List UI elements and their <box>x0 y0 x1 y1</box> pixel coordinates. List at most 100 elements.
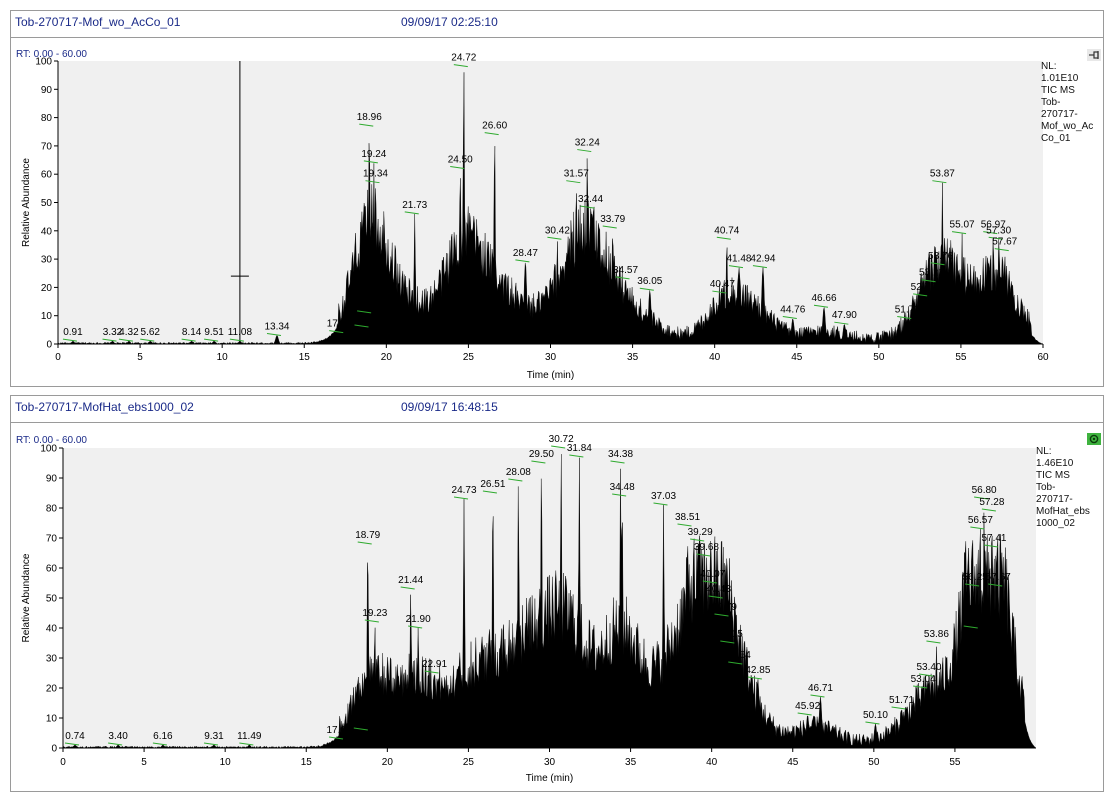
x-tick-label: 50 <box>868 757 880 768</box>
peak-label-tick <box>752 265 768 269</box>
x-tick-label: 15 <box>301 757 313 768</box>
chromatogram-panel: RT: 0.00 - 60.00 0 10 20 30 40 50 60 70 80 90 100 0… <box>10 38 1104 387</box>
peak-label-tick <box>353 727 368 731</box>
peak-label-tick <box>712 290 727 294</box>
peak-label-tick <box>453 64 468 68</box>
peak-label: 50.10 <box>863 710 888 721</box>
peak-label: 28.08 <box>506 467 531 478</box>
peak-label: 56.97 <box>981 220 1006 231</box>
peak-label-tick <box>714 613 729 617</box>
peak-label: 21.90 <box>406 614 431 625</box>
peak-label: 33.79 <box>600 214 625 225</box>
peak-label: 52.70 <box>911 282 936 293</box>
peak-label: 39.29 <box>688 527 713 538</box>
y-tick-label: 90 <box>41 85 53 96</box>
peak-label: 19.23 <box>362 608 387 619</box>
peak-label: 9.51 <box>204 327 224 338</box>
peak-label-tick <box>690 538 705 542</box>
peak-label: 0.74 <box>65 731 85 742</box>
x-tick-label: 20 <box>381 352 393 363</box>
pin-icon[interactable] <box>1087 49 1101 61</box>
peak-label-tick <box>639 287 654 291</box>
peak-label: 42.85 <box>745 665 770 676</box>
x-tick-label: 25 <box>463 757 475 768</box>
peak-label: 9.31 <box>204 731 224 742</box>
peak-label: 40.43 <box>706 584 731 595</box>
peak-label: 24.73 <box>452 485 477 496</box>
peak-label-tick <box>728 265 744 269</box>
x-tick-label: 40 <box>709 352 721 363</box>
peak-label-tick <box>974 496 989 500</box>
peak-label: 4.32 <box>119 327 139 338</box>
peak-label: 57.67 <box>986 572 1011 583</box>
peak-label-tick <box>951 231 967 235</box>
x-tick-label: 35 <box>625 757 637 768</box>
y-tick-label: 100 <box>40 444 57 455</box>
raw-file-name: Tob-270717-Mof_wo_AcCo_01 <box>15 15 181 29</box>
peak-label: 44.76 <box>780 305 805 316</box>
green-lock-icon[interactable] <box>1087 433 1101 445</box>
y-tick-label: 30 <box>41 255 53 266</box>
peak-label: 57.28 <box>979 497 1004 508</box>
x-tick-label: 45 <box>791 352 803 363</box>
peak-label-tick <box>965 583 980 587</box>
peak-label-tick <box>203 742 219 746</box>
y-tick-label: 60 <box>41 170 53 181</box>
peak-label: 13.34 <box>264 322 289 333</box>
peak-label-tick <box>62 338 78 342</box>
peak-label: 41.64 <box>726 650 751 661</box>
y-axis-label: Relative Abundance <box>21 158 32 247</box>
peak-label: 19.34 <box>363 169 388 180</box>
x-tick-label: 15 <box>299 352 311 363</box>
peak-label-tick <box>782 316 797 320</box>
peak-label: 56.16 <box>961 614 986 625</box>
peak-label-tick <box>913 685 928 689</box>
peak-label: 24.72 <box>451 53 476 64</box>
peak-label-tick <box>482 490 497 494</box>
peak-label-tick <box>988 236 1003 240</box>
peak-label: 31.57 <box>564 169 589 180</box>
peak-label: 45.92 <box>795 701 820 712</box>
peak-label-tick <box>239 742 254 746</box>
x-tick-label: 5 <box>141 757 147 768</box>
peak-label-tick <box>484 132 499 136</box>
peak-label-tick <box>204 338 219 342</box>
acquisition-timestamp: 09/09/17 02:25:10 <box>401 15 498 29</box>
y-axis-label: Relative Abundance <box>21 553 32 642</box>
peak-label-tick <box>891 706 906 710</box>
peak-label-tick <box>569 454 584 458</box>
peak-label-tick <box>983 231 998 235</box>
peak-label-tick <box>720 640 735 644</box>
peak-label-tick <box>615 276 630 280</box>
x-axis-label: Time (min) <box>527 370 574 381</box>
y-tick-label: 20 <box>46 684 58 695</box>
raw-file-name: Tob-270717-MofHat_ebs1000_02 <box>15 400 194 414</box>
peak-label: 53.21 <box>919 268 944 279</box>
y-tick-label: 0 <box>46 340 52 351</box>
peak-label: 8.14 <box>182 327 202 338</box>
peak-label: 3.32 <box>103 327 123 338</box>
peak-label-tick <box>453 496 469 500</box>
x-tick-label: 55 <box>955 352 967 363</box>
peak-label: 0.91 <box>63 327 83 338</box>
x-tick-label: 0 <box>60 757 66 768</box>
peak-label: 42.94 <box>750 254 775 265</box>
peak-label-tick <box>140 338 155 342</box>
peak-label-tick <box>450 166 465 170</box>
y-tick-label: 100 <box>35 57 52 68</box>
x-tick-label: 50 <box>873 352 885 363</box>
peak-label: 55.07 <box>950 220 975 231</box>
peak-label: 32.44 <box>578 194 603 205</box>
peak-label: 37.03 <box>651 491 676 502</box>
y-tick-label: 50 <box>41 198 53 209</box>
rt-range-label: RT: 0.00 - 60.00 <box>16 49 87 60</box>
peak-label-tick <box>357 310 372 314</box>
peak-label: 21.44 <box>398 575 423 586</box>
peak-label: 51.73 <box>895 305 920 316</box>
x-tick-label: 0 <box>55 352 61 363</box>
peak-label: 57.67 <box>992 237 1017 248</box>
peak-label-tick <box>577 149 592 153</box>
y-tick-label: 70 <box>46 534 58 545</box>
y-tick-label: 90 <box>46 474 58 485</box>
peak-label: 3.40 <box>108 731 128 742</box>
